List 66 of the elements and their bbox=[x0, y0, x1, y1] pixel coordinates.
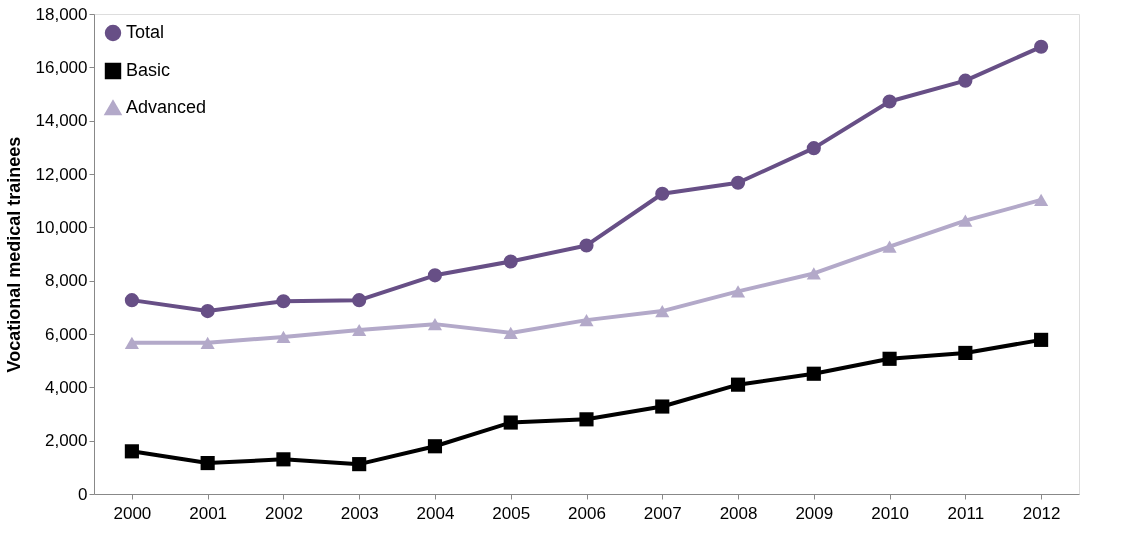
point bbox=[276, 294, 291, 309]
point bbox=[276, 452, 291, 467]
x-tick-label: 2008 bbox=[719, 503, 758, 523]
x-tick-label: 2004 bbox=[416, 503, 455, 523]
point bbox=[655, 399, 670, 414]
point bbox=[655, 186, 670, 201]
x-tick-label: 2002 bbox=[265, 503, 303, 523]
x-tick-label: 2007 bbox=[643, 503, 682, 523]
point bbox=[276, 330, 291, 344]
y-tick-label: 0 bbox=[78, 484, 88, 504]
point bbox=[1034, 332, 1049, 347]
y-axis-title: Vocational medical trainees bbox=[3, 136, 24, 373]
point bbox=[579, 412, 594, 427]
point bbox=[655, 304, 670, 318]
point bbox=[124, 336, 139, 349]
y-tick-label: 10,000 bbox=[35, 217, 88, 237]
x-tick-label: 2001 bbox=[189, 503, 228, 523]
x-tick-label: 2009 bbox=[795, 503, 834, 523]
y-tick-label: 8,000 bbox=[44, 271, 88, 291]
point bbox=[730, 175, 746, 190]
point bbox=[730, 285, 746, 298]
x-tick-label: 2011 bbox=[947, 503, 985, 523]
x-tick-label: 2000 bbox=[113, 503, 152, 523]
point bbox=[352, 457, 367, 472]
x-tick-label: 2005 bbox=[492, 503, 531, 523]
y-tick-label: 12,000 bbox=[35, 164, 88, 184]
point bbox=[200, 304, 215, 319]
point bbox=[958, 345, 973, 360]
x-tick-label: 2012 bbox=[1022, 503, 1061, 523]
point bbox=[882, 240, 897, 253]
point bbox=[503, 254, 518, 269]
y-tick-label: 18,000 bbox=[35, 4, 88, 24]
point bbox=[124, 293, 139, 308]
x-tick-label: 2006 bbox=[568, 503, 606, 523]
point bbox=[503, 415, 518, 430]
y-tick-label: 16,000 bbox=[35, 57, 88, 77]
point bbox=[200, 336, 215, 349]
x-tick-label: 2010 bbox=[871, 503, 909, 523]
point bbox=[200, 456, 215, 471]
point bbox=[352, 293, 367, 308]
point bbox=[579, 238, 594, 253]
point bbox=[579, 314, 594, 327]
y-tick-label: 2,000 bbox=[44, 431, 88, 451]
point bbox=[427, 439, 443, 454]
point bbox=[427, 318, 443, 331]
point bbox=[352, 323, 367, 337]
legend-label: Advanced bbox=[126, 97, 207, 117]
point bbox=[427, 268, 443, 283]
point bbox=[1034, 193, 1049, 206]
y-tick-label: 14,000 bbox=[35, 111, 88, 131]
legend-label: Basic bbox=[126, 60, 171, 80]
point bbox=[806, 141, 821, 156]
point bbox=[882, 351, 897, 366]
y-tick-label: 4,000 bbox=[44, 377, 88, 397]
point bbox=[958, 214, 973, 227]
point bbox=[124, 444, 139, 459]
legend-label: Total bbox=[126, 22, 165, 42]
point bbox=[806, 267, 821, 280]
x-tick-label: 2003 bbox=[340, 503, 379, 523]
point bbox=[806, 366, 821, 381]
point bbox=[730, 377, 746, 392]
point bbox=[958, 73, 973, 88]
point bbox=[882, 94, 897, 109]
y-tick-label: 6,000 bbox=[44, 324, 88, 344]
point bbox=[503, 326, 518, 340]
point bbox=[1034, 39, 1049, 54]
